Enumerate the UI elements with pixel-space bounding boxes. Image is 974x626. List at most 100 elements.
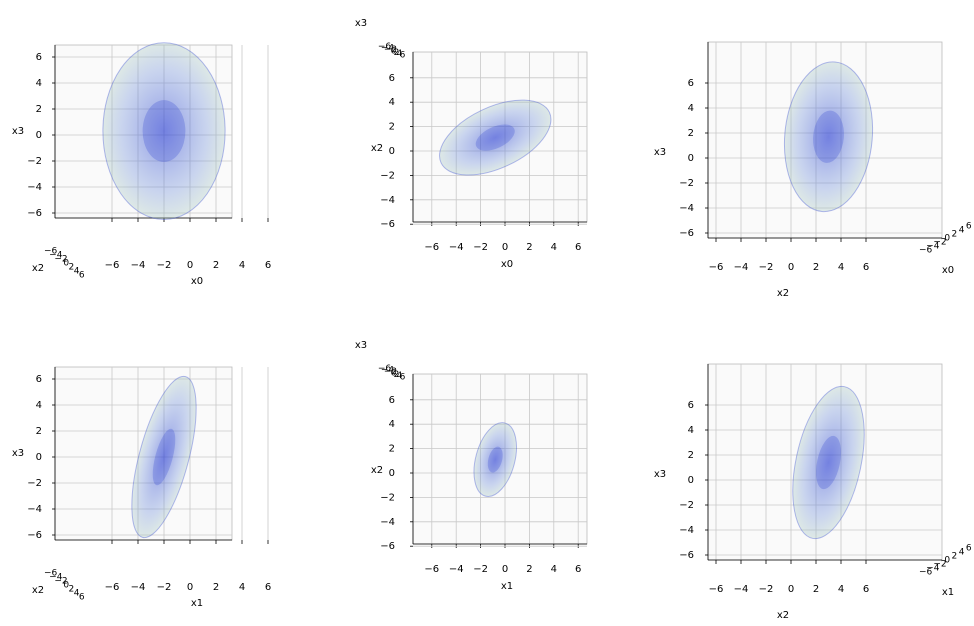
x-tick-label: 6 — [575, 242, 581, 253]
y-tick-label: −2 — [27, 478, 42, 489]
z-tick-label: 0 — [944, 556, 950, 566]
x-tick-label: 0 — [187, 582, 193, 593]
y-tick-label: 2 — [389, 122, 395, 133]
y-tick-label: 4 — [688, 425, 694, 436]
z-tick-label: 2 — [952, 552, 958, 562]
y-tick-label: 4 — [688, 103, 694, 114]
x-tick-label: 2 — [526, 242, 532, 253]
x-axis-label: x2 — [777, 288, 789, 299]
x-tick-label: 2 — [813, 584, 819, 595]
z-tick-label: −6 — [919, 568, 933, 578]
y-tick-label: −4 — [27, 504, 42, 515]
point-cloud — [102, 42, 226, 221]
z-axis-label: x3 — [355, 18, 367, 29]
z-tick-label: 6 — [79, 593, 85, 603]
x-tick-label: 6 — [575, 564, 581, 575]
y-tick-label: −2 — [27, 156, 42, 167]
x-tick-label: 2 — [526, 564, 532, 575]
z-tick-label: 6 — [79, 271, 85, 281]
y-tick-label: −6 — [679, 550, 694, 561]
z-tick-label: −2 — [384, 367, 397, 377]
x-tick-label: −2 — [759, 584, 774, 595]
x-tick-label: −4 — [449, 564, 464, 575]
x-axis-label: x1 — [501, 581, 513, 592]
y-tick-label: −6 — [380, 219, 395, 230]
y-axis-label: x3 — [654, 147, 666, 158]
z-tick-label: 4 — [397, 371, 403, 381]
y-axis-label: x3 — [12, 448, 24, 459]
z-tick-label: −6 — [378, 364, 392, 374]
y-tick-label: −6 — [27, 208, 42, 219]
cloud-core — [813, 110, 844, 163]
z-axis-label: x1 — [942, 587, 954, 598]
x-tick-label: −6 — [105, 582, 120, 593]
y-tick-label: 4 — [36, 400, 42, 411]
y-tick-label: 2 — [389, 444, 395, 455]
y-tick-label: 0 — [389, 468, 395, 479]
z-tick-label: 4 — [959, 548, 965, 558]
y-tick-label: −6 — [27, 530, 42, 541]
y-tick-label: 2 — [36, 426, 42, 437]
y-tick-label: 0 — [36, 452, 42, 463]
y-tick-label: 2 — [36, 104, 42, 115]
x-tick-label: 2 — [213, 260, 219, 271]
x-tick-label: 2 — [213, 582, 219, 593]
x-tick-label: 6 — [863, 262, 869, 273]
x-tick-label: 0 — [187, 260, 193, 271]
y-tick-label: −4 — [27, 182, 42, 193]
x-tick-label: −2 — [157, 260, 172, 271]
z-axis-label: x0 — [942, 265, 954, 276]
z-tick-label: 6 — [400, 51, 406, 61]
z-tick-label: 4 — [959, 226, 965, 236]
z-tick-label: 4 — [397, 49, 403, 59]
z-tick-label: −4 — [381, 366, 395, 376]
y-tick-label: 6 — [688, 78, 694, 89]
point-cloud — [783, 61, 874, 213]
z-tick-label: 6 — [400, 373, 406, 383]
x-tick-label: 4 — [838, 262, 844, 273]
x-tick-label: −2 — [157, 582, 172, 593]
z-tick-label: 2 — [69, 585, 75, 595]
y-tick-label: 2 — [688, 128, 694, 139]
x-tick-label: −4 — [449, 242, 464, 253]
z-tick-label: −4 — [926, 242, 940, 252]
y-tick-label: 4 — [36, 78, 42, 89]
x-axis-label: x1 — [191, 598, 203, 609]
z-axis-label: x2 — [32, 263, 44, 274]
x-tick-label: 4 — [838, 584, 844, 595]
x-tick-label: −4 — [131, 260, 146, 271]
z-axis-label: x2 — [32, 585, 44, 596]
x-tick-label: 0 — [788, 262, 794, 273]
z-tick-label: 2 — [69, 263, 75, 273]
x-tick-label: 6 — [265, 260, 271, 271]
y-tick-label: 6 — [389, 73, 395, 84]
y-tick-label: 4 — [389, 419, 395, 430]
y-tick-label: −2 — [679, 500, 694, 511]
z-tick-label: 2 — [952, 230, 958, 240]
y-tick-label: 0 — [36, 130, 42, 141]
y-tick-label: 6 — [389, 395, 395, 406]
y-tick-label: −2 — [380, 170, 395, 181]
x-tick-label: −6 — [105, 260, 120, 271]
z-tick-label: −6 — [378, 42, 392, 52]
cloud-core — [152, 428, 176, 486]
x-tick-label: −2 — [473, 564, 488, 575]
x-tick-label: −2 — [473, 242, 488, 253]
x-tick-label: 2 — [813, 262, 819, 273]
x-tick-label: −6 — [424, 564, 439, 575]
z-tick-label: 2 — [394, 48, 400, 58]
x-tick-label: −4 — [734, 584, 749, 595]
z-tick-label: −2 — [933, 238, 946, 248]
point-cloud — [439, 99, 552, 176]
z-tick-label: 0 — [944, 234, 950, 244]
x-tick-label: 4 — [551, 242, 557, 253]
point-cloud — [792, 385, 865, 540]
z-tick-label: 2 — [394, 370, 400, 380]
z-tick-label: 0 — [391, 46, 397, 56]
x-tick-label: −6 — [709, 262, 724, 273]
